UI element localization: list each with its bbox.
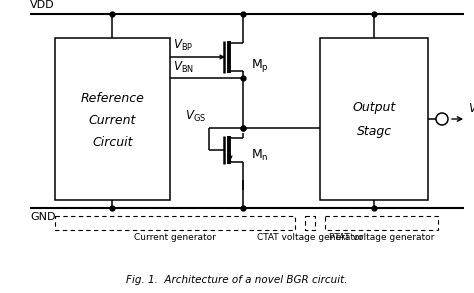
Text: CTAT voltage generator: CTAT voltage generator (257, 233, 363, 242)
Text: $V_{\rm BN}$: $V_{\rm BN}$ (173, 60, 194, 75)
Text: $V_{\rm BP}$: $V_{\rm BP}$ (173, 38, 193, 53)
Text: PTAT voltage generator: PTAT voltage generator (329, 233, 434, 242)
Text: Output: Output (352, 100, 396, 113)
Text: Fig. 1.  Architecture of a novel BGR circuit.: Fig. 1. Architecture of a novel BGR circ… (126, 275, 348, 285)
Text: Circuit: Circuit (92, 137, 133, 149)
Text: VDD: VDD (30, 0, 55, 10)
Bar (320, 38, 428, 200)
Text: Stagc: Stagc (356, 125, 392, 137)
Text: Reference: Reference (81, 93, 145, 105)
Text: Current generator: Current generator (134, 233, 216, 242)
Text: Current: Current (89, 115, 136, 127)
Text: ${\rm M_n}$: ${\rm M_n}$ (251, 147, 269, 163)
Text: $V_{\rm GS}$: $V_{\rm GS}$ (185, 109, 206, 124)
Text: GND: GND (30, 212, 55, 222)
Text: ${\rm M_p}$: ${\rm M_p}$ (251, 57, 269, 74)
Bar (55, 38, 170, 200)
Text: $V_{\rm REF}$: $V_{\rm REF}$ (468, 102, 474, 117)
